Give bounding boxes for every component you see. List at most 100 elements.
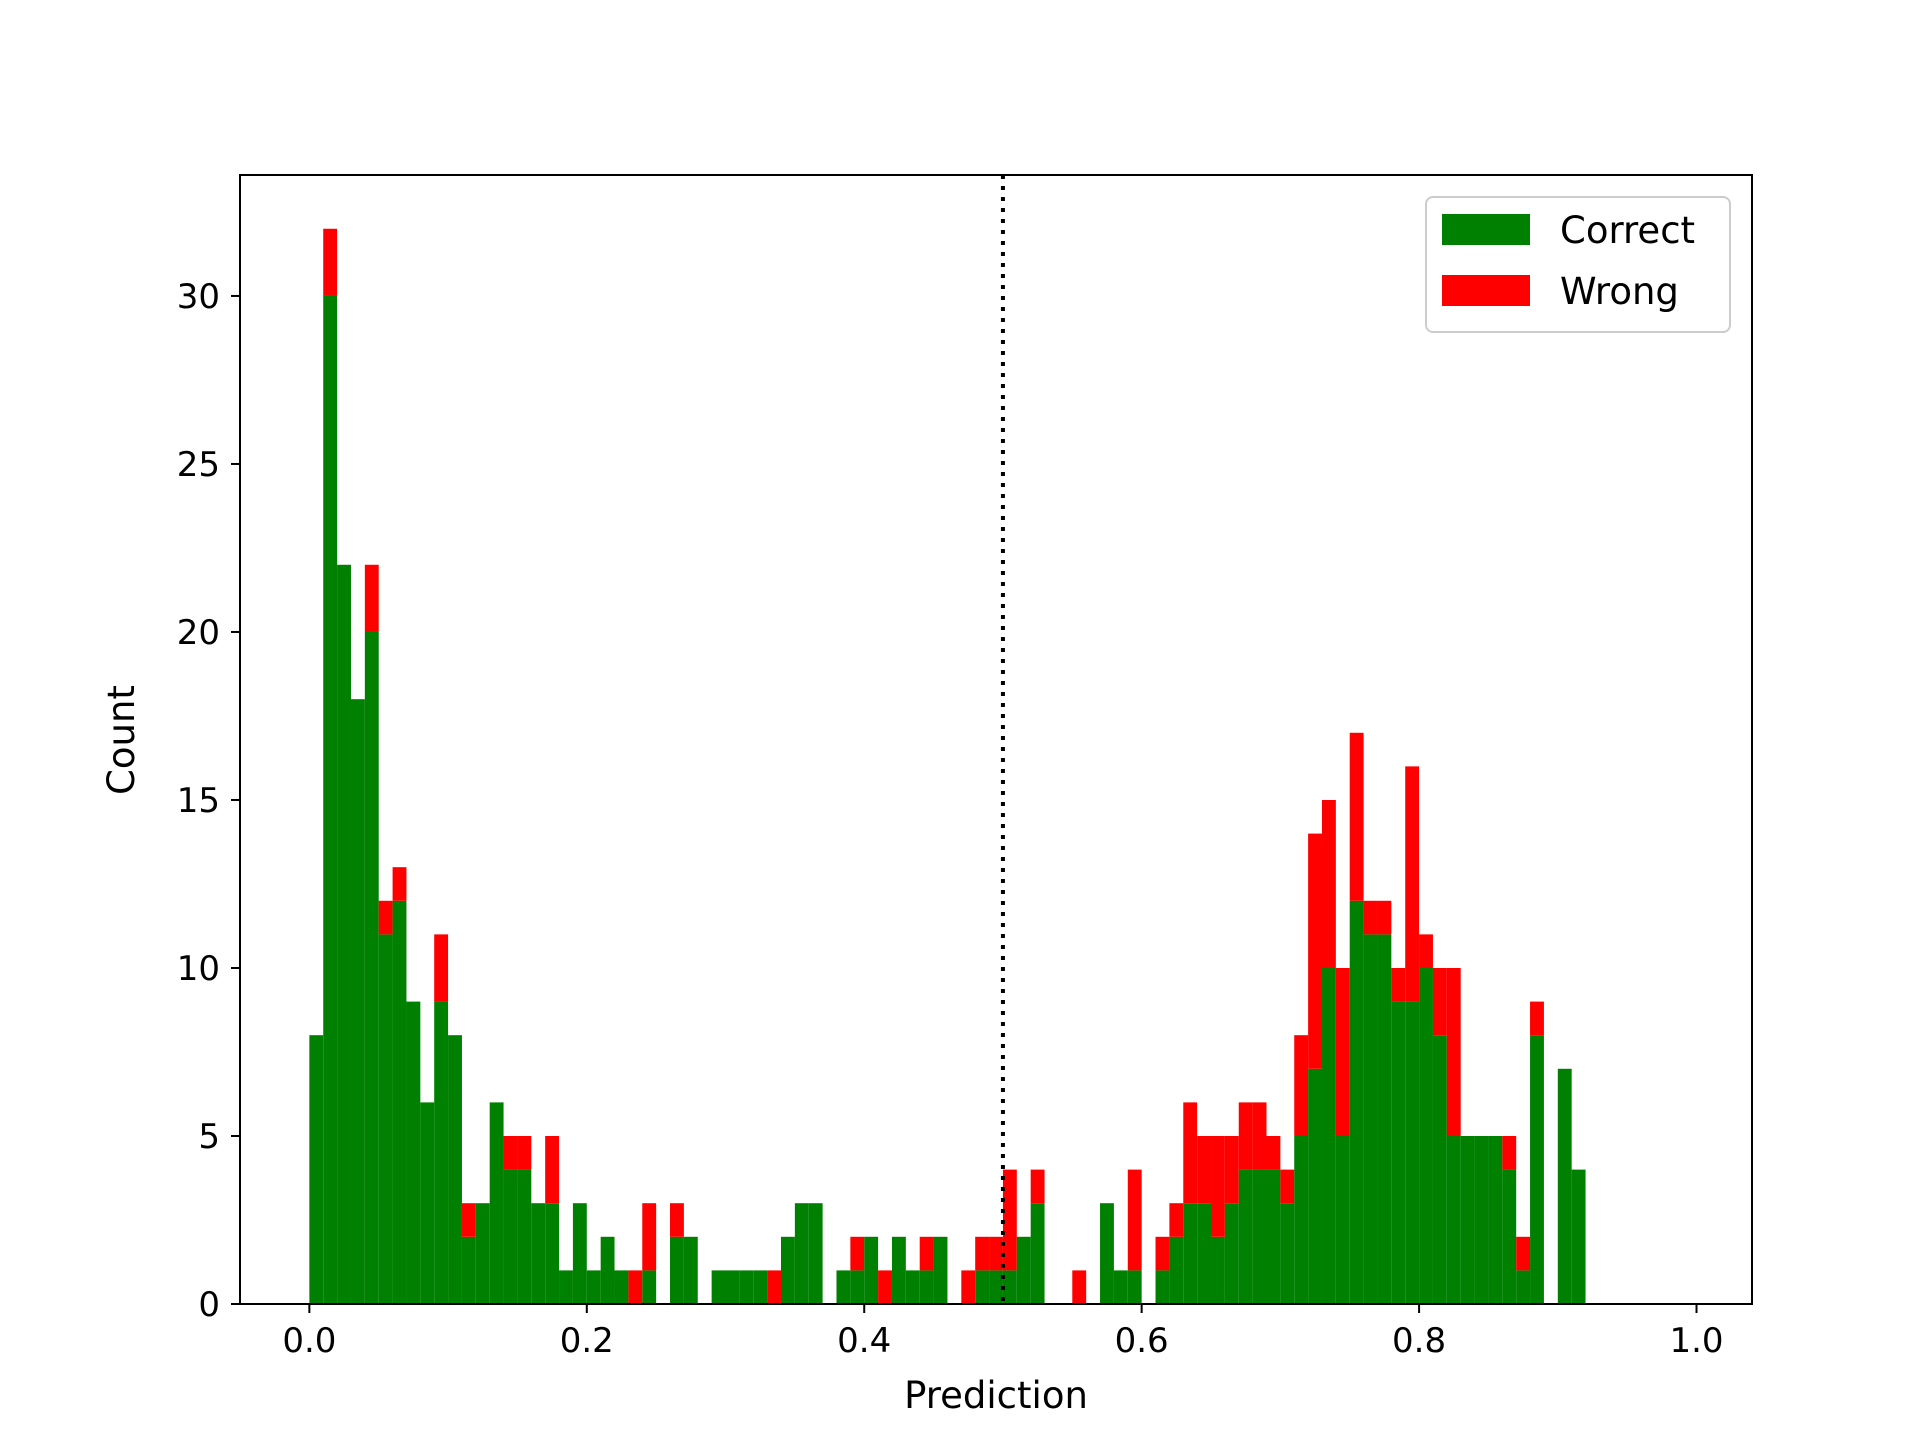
bar-correct: [670, 1236, 684, 1304]
bar-correct: [1516, 1270, 1531, 1304]
bar-wrong: [919, 1236, 934, 1271]
bar-correct: [420, 1102, 435, 1304]
bar-correct: [1113, 1270, 1128, 1304]
bar-correct: [1002, 1270, 1017, 1304]
x-tick-label: 0.2: [560, 1321, 614, 1361]
bar-correct: [989, 1270, 1003, 1304]
bar-wrong: [1127, 1169, 1142, 1271]
bar-correct: [1155, 1270, 1170, 1304]
bar-correct: [614, 1270, 629, 1304]
bar-correct: [1197, 1203, 1212, 1304]
bar-wrong: [1377, 900, 1392, 935]
bar-correct: [1266, 1169, 1281, 1304]
y-tick-label: 10: [177, 949, 220, 989]
bar-correct: [794, 1203, 809, 1304]
bar-wrong: [364, 564, 379, 632]
bar-wrong: [989, 1236, 1003, 1271]
bar-correct: [1432, 1035, 1447, 1304]
bar-wrong: [1349, 732, 1364, 901]
bar-wrong: [1516, 1236, 1531, 1271]
legend: Correct Wrong: [1425, 196, 1731, 333]
bar-correct: [309, 1035, 324, 1304]
bar-correct: [1308, 1068, 1322, 1304]
bar-correct: [434, 1001, 449, 1304]
bar-correct: [1571, 1169, 1586, 1304]
bar-wrong: [1294, 1035, 1309, 1136]
bar-correct: [406, 1001, 421, 1304]
bar-wrong: [1252, 1102, 1267, 1170]
bar-correct: [1252, 1169, 1267, 1304]
bar-correct: [461, 1236, 476, 1304]
bar-correct: [1488, 1135, 1503, 1304]
bar-correct: [489, 1102, 504, 1304]
bar-wrong: [1335, 967, 1350, 1136]
bar-correct: [323, 295, 338, 1304]
bar-wrong: [1432, 967, 1447, 1036]
bar-wrong: [1238, 1102, 1253, 1170]
x-axis-ticks: 0.0 0.2 0.4 0.6 0.8 1.0: [282, 1304, 1724, 1361]
bar-wrong: [961, 1270, 976, 1304]
legend-swatch-correct: [1442, 214, 1530, 245]
bar-correct: [725, 1270, 740, 1304]
bar-correct: [891, 1236, 906, 1304]
x-tick-label: 0.6: [1115, 1321, 1169, 1361]
bar-correct: [1224, 1203, 1239, 1304]
bar-correct: [337, 564, 351, 1304]
y-tick-label: 15: [177, 781, 220, 821]
bar-correct: [905, 1270, 920, 1304]
plot-area: [240, 175, 1752, 1304]
bar-wrong: [1030, 1169, 1045, 1204]
bar-wrong: [1321, 799, 1336, 968]
bar-correct: [1321, 967, 1336, 1304]
bar-correct: [531, 1203, 546, 1304]
bar-correct: [1460, 1135, 1475, 1304]
y-tick-label: 20: [177, 613, 220, 653]
y-tick-label: 25: [177, 445, 220, 485]
bar-correct: [1169, 1236, 1184, 1304]
bar-wrong: [1280, 1169, 1295, 1204]
bar-correct: [1502, 1169, 1517, 1304]
bar-correct: [350, 699, 365, 1304]
bar-wrong: [1391, 967, 1406, 1002]
x-tick-label: 0.0: [282, 1321, 336, 1361]
y-tick-label: 5: [198, 1117, 220, 1157]
bar-correct: [808, 1203, 823, 1304]
bar-wrong: [1419, 934, 1433, 968]
bar-wrong: [767, 1270, 781, 1304]
bar-wrong: [642, 1203, 657, 1271]
legend-swatch-wrong: [1442, 275, 1530, 306]
bar-correct: [448, 1035, 462, 1304]
bar-wrong: [1197, 1135, 1212, 1204]
bar-correct: [711, 1270, 726, 1304]
bar-wrong: [517, 1135, 532, 1170]
bar-correct: [836, 1270, 851, 1304]
bar-correct: [1100, 1203, 1114, 1304]
bar-correct: [780, 1236, 795, 1304]
bar-correct: [933, 1236, 948, 1304]
bar-wrong: [378, 900, 393, 935]
bar-correct: [1446, 1135, 1461, 1304]
bar-correct: [586, 1270, 601, 1304]
x-axis-label: Prediction: [904, 1374, 1088, 1417]
bar-wrong: [1502, 1135, 1517, 1170]
bar-correct: [1349, 900, 1364, 1304]
bar-correct: [1391, 1001, 1406, 1304]
bar-wrong: [1072, 1270, 1087, 1304]
x-tick-label: 0.8: [1392, 1321, 1446, 1361]
bar-correct: [1030, 1203, 1045, 1304]
bar-correct: [1530, 1035, 1544, 1304]
bar-correct: [642, 1270, 657, 1304]
bar-wrong: [1363, 900, 1378, 935]
bar-correct: [1335, 1135, 1350, 1304]
bar-correct: [753, 1270, 768, 1304]
bar-correct: [1238, 1169, 1253, 1304]
bar-correct: [1474, 1135, 1489, 1304]
y-axis-label: Count: [100, 685, 143, 795]
bar-correct: [1363, 934, 1378, 1304]
bar-wrong: [975, 1236, 990, 1271]
bar-correct: [1280, 1203, 1295, 1304]
bar-correct: [1419, 967, 1433, 1304]
plot-frame: [239, 174, 1753, 1305]
y-tick-label: 0: [198, 1285, 220, 1325]
